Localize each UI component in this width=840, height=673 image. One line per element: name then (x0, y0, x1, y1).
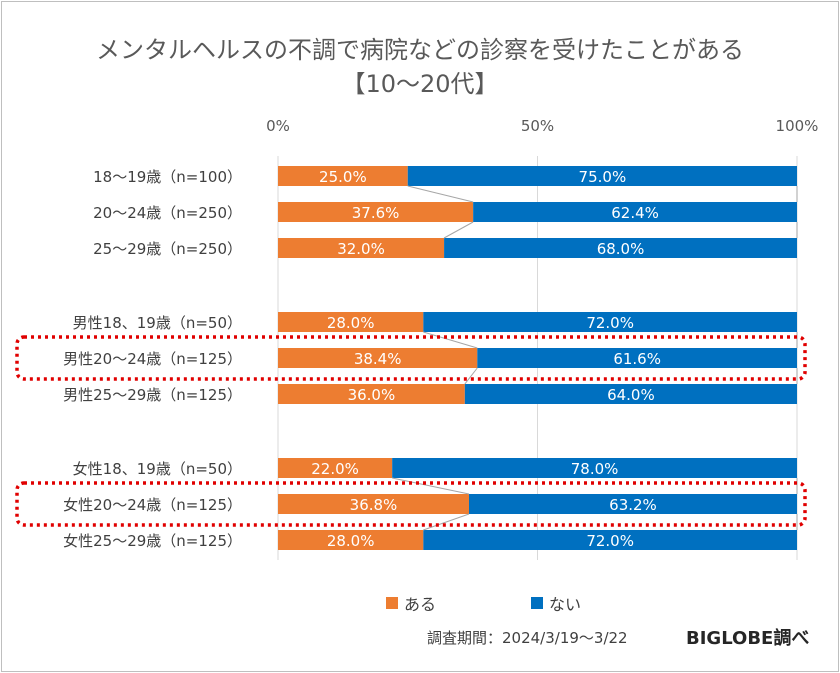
series-line (443, 221, 474, 239)
data-label: 64.0% (607, 386, 655, 404)
bar-segment-nai (468, 494, 797, 514)
data-label: 75.0% (579, 168, 627, 186)
data-label: 78.0% (571, 460, 619, 478)
bar-segment-nai (392, 458, 797, 478)
data-label: 36.0% (348, 386, 396, 404)
series-line (464, 367, 478, 385)
data-label: 22.0% (311, 460, 359, 478)
bar-segment-aru (278, 384, 465, 404)
category-label: 男性18、19歳（n=50） (73, 314, 242, 332)
legend-label: ある (404, 595, 436, 614)
chart-subtitle: 【10～20代】 (341, 70, 499, 98)
bar-segment-aru (278, 530, 424, 550)
x-tick-label: 100% (776, 117, 819, 135)
data-label: 62.4% (611, 204, 659, 222)
data-label: 32.0% (337, 240, 385, 258)
x-tick-label: 50% (521, 117, 554, 135)
category-label: 男性20～24歳（n=125） (63, 350, 242, 368)
bar-segment-nai (423, 530, 797, 550)
data-label: 28.0% (327, 532, 375, 550)
bar-segment-nai (407, 166, 797, 186)
bar-segment-nai (444, 238, 797, 258)
bar-segment-aru (278, 238, 445, 258)
category-label: 18～19歳（n=100） (93, 168, 242, 186)
series-line (392, 477, 470, 495)
source-brand: BIGLOBE調べ (686, 628, 810, 649)
series-line (423, 513, 470, 531)
category-label: 女性18、19歳（n=50） (73, 460, 242, 478)
category-label: 20～24歳（n=250） (93, 204, 242, 222)
legend-label: ない (549, 595, 581, 614)
data-label: 72.0% (586, 532, 634, 550)
category-label: 女性20～24歳（n=125） (63, 496, 242, 514)
data-label: 72.0% (586, 314, 634, 332)
legend-swatch (531, 597, 543, 609)
highlight-box (15, 335, 807, 381)
series-line (407, 185, 474, 203)
bar-segment-nai (477, 348, 797, 368)
bar-segment-nai (464, 384, 797, 404)
series-line (423, 331, 478, 349)
data-label: 28.0% (327, 314, 375, 332)
category-label: 25～29歳（n=250） (93, 240, 242, 258)
bar-segment-nai (423, 312, 797, 332)
bar-segment-aru (278, 202, 474, 222)
category-label: 女性25～29歳（n=125） (63, 532, 242, 550)
bar-segment-aru (278, 312, 424, 332)
bar-segment-aru (278, 348, 478, 368)
bar-segment-nai (473, 202, 797, 222)
data-label: 37.6% (352, 204, 400, 222)
bar-segment-aru (278, 166, 408, 186)
x-tick-label: 0% (266, 117, 290, 135)
data-label: 63.2% (609, 496, 657, 514)
chart-title: メンタルヘルスの不調で病院などの診察を受けたことがある (96, 36, 744, 64)
data-label: 25.0% (319, 168, 367, 186)
bar-segment-aru (278, 494, 469, 514)
highlight-box (15, 481, 807, 527)
category-label: 男性25～29歳（n=125） (63, 386, 242, 404)
data-label: 38.4% (354, 350, 402, 368)
bar-segment-aru (278, 458, 393, 478)
data-label: 68.0% (597, 240, 645, 258)
legend-swatch (386, 597, 398, 609)
data-label: 36.8% (350, 496, 398, 514)
data-label: 61.6% (613, 350, 661, 368)
survey-period-note: 調査期間：2024/3/19～3/22 (427, 629, 628, 647)
